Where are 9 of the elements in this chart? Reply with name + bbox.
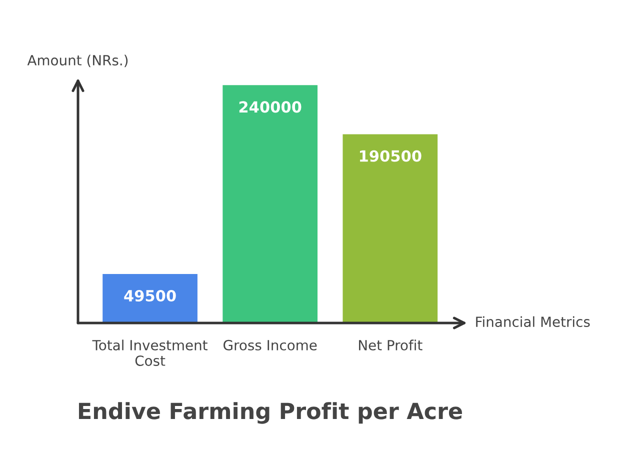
x-tick-label: Net Profit [359,340,422,350]
text: Endive Farming Profit per Acre [78,402,462,424]
data-label: 240000 [239,101,302,113]
data-label: 49500 [124,290,176,302]
y-axis-title: Amount (NRs.) [27,54,128,68]
x-tick-label: Total Investment Cost [92,340,208,366]
x-axis-title: Financial Metrics [476,316,590,328]
x-tick-label: Gross Income [224,340,317,350]
data-label: 190500 [360,150,422,162]
